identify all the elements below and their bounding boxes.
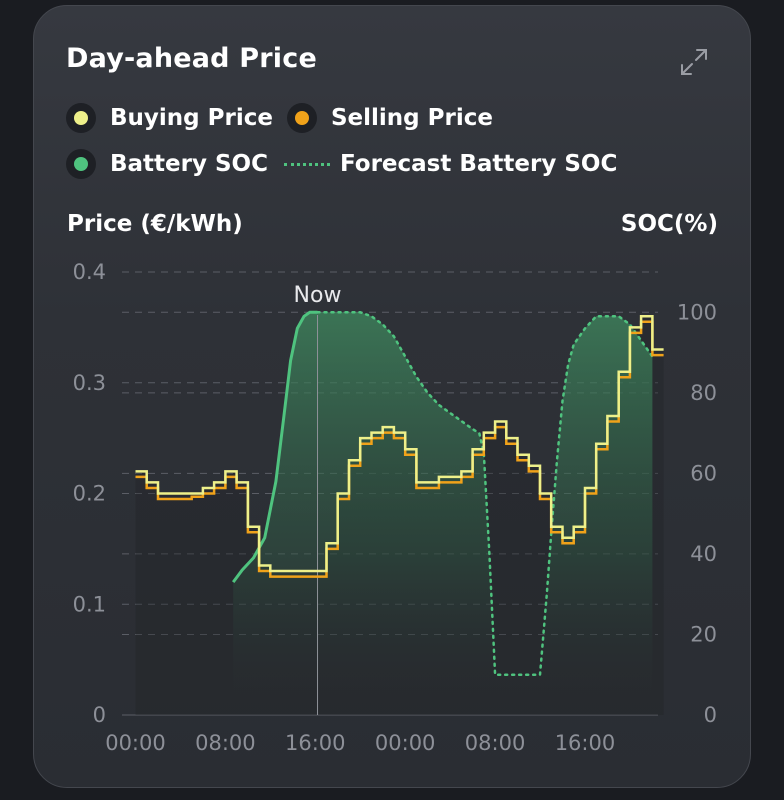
y-tick-right: 60: [690, 461, 717, 485]
soc-dot-icon: [74, 157, 88, 171]
y-axis-title-left: Price (€/kWh): [67, 211, 243, 237]
buying-price-line: [135, 315, 664, 573]
selling-price-line: [135, 320, 664, 578]
x-tick: 00:00: [375, 731, 436, 755]
soc-area: [233, 312, 653, 715]
y-tick-left: 0: [93, 703, 106, 727]
legend-row-2: Battery SOC Forecast Battery SOC: [66, 147, 631, 181]
x-tick: 08:00: [465, 731, 526, 755]
legend-label-buying: Buying Price: [110, 105, 273, 131]
legend-label-forecast-soc: Forecast Battery SOC: [339, 151, 618, 177]
legend-item-soc[interactable]: Battery SOC: [66, 149, 268, 179]
y-axis-title-right: SOC(%): [620, 211, 718, 237]
legend-item-buying[interactable]: Buying Price: [66, 103, 273, 133]
x-tick: 16:00: [555, 731, 616, 755]
y-tick-right: 20: [690, 622, 717, 646]
y-tick-left: 0.1: [73, 592, 106, 616]
legend-label-selling: Selling Price: [330, 105, 493, 131]
x-tick: 08:00: [195, 731, 256, 755]
buying-dot-icon: [74, 111, 88, 125]
y-tick-left: 0.3: [73, 371, 106, 395]
x-tick: 16:00: [285, 731, 346, 755]
forecast-soc-line: [316, 311, 654, 676]
now-label: Now: [294, 283, 342, 308]
legend-item-selling[interactable]: Selling Price: [286, 103, 493, 133]
legend-item-forecast-soc[interactable]: Forecast Battery SOC: [282, 151, 617, 177]
y-tick-right: 40: [690, 542, 717, 566]
y-tick-left: 0.2: [73, 482, 106, 506]
legend-row-1: Buying Price Selling Price: [66, 101, 507, 135]
expand-arrows-icon[interactable]: [678, 46, 710, 78]
y-tick-right: 80: [690, 381, 717, 405]
x-tick: 00:00: [105, 731, 166, 755]
dotted-line-icon: [283, 162, 330, 166]
card-title: Day-ahead Price: [66, 43, 317, 74]
selling-dot-icon: [294, 111, 309, 125]
battery-soc-line: [231, 310, 318, 583]
legend-label-soc: Battery SOC: [110, 151, 268, 177]
y-tick-right: 0: [704, 703, 717, 727]
y-tick-right: 100: [677, 300, 717, 324]
y-tick-left: 0.4: [73, 260, 106, 284]
